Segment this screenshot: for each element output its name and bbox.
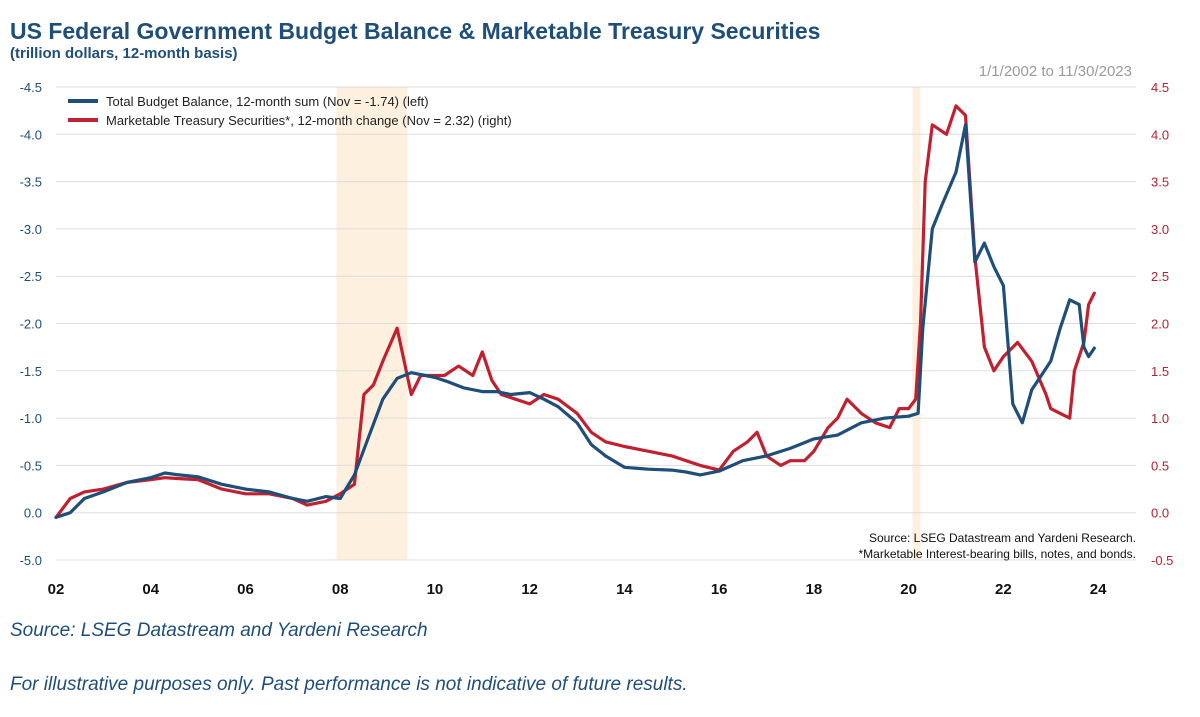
chart-note-marketable: *Marketable Interest-bearing bills, note… xyxy=(859,547,1137,561)
x-tick-label: 22 xyxy=(995,581,1012,598)
chart: -4.5 -4.0 -3.5 -3.0 -2.5 -2.0 -1.5 -1.0 -0.5 0.0 -… xyxy=(20,80,1174,598)
x-tick-label: 02 xyxy=(48,581,65,598)
series-line-treasury-securities xyxy=(54,104,1096,520)
left-tick-label: -5.0 xyxy=(20,553,42,568)
left-tick-label: -0.5 xyxy=(20,458,42,473)
left-tick-label: -2.5 xyxy=(20,269,42,284)
right-tick-label: 2.0 xyxy=(1151,317,1169,332)
right-tick-label: 1.5 xyxy=(1151,364,1169,379)
left-tick-label: -3.5 xyxy=(20,175,42,190)
date-range: 1/1/2002 to 11/30/2023 xyxy=(978,63,1132,80)
series-line-budget-balance xyxy=(54,123,1096,520)
x-tick-label: 18 xyxy=(806,581,823,598)
left-tick-label: -4.0 xyxy=(20,127,42,142)
chart-title: US Federal Government Budget Balance & M… xyxy=(10,18,821,44)
right-tick-label: 0.5 xyxy=(1151,458,1169,473)
left-tick-label: -4.5 xyxy=(20,80,42,95)
right-tick-label: 2.5 xyxy=(1151,269,1169,284)
chart-subtitle: (trillion dollars, 12-month basis) xyxy=(10,45,238,62)
footer-source: Source: LSEG Datastream and Yardeni Rese… xyxy=(10,620,428,641)
x-axis: 02 04 06 08 10 12 14 16 18 20 22 24 xyxy=(48,581,1107,598)
x-tick-label: 04 xyxy=(142,581,159,598)
right-tick-label: 1.0 xyxy=(1151,411,1169,426)
left-tick-label: -3.0 xyxy=(20,222,42,237)
left-tick-label: 0.0 xyxy=(24,506,42,521)
right-tick-label: 3.0 xyxy=(1151,222,1169,237)
x-tick-label: 08 xyxy=(332,581,349,598)
x-tick-label: 10 xyxy=(427,581,444,598)
right-tick-label: 4.0 xyxy=(1151,127,1169,142)
legend-label-budget: Total Budget Balance, 12-month sum (Nov … xyxy=(106,94,429,109)
legend: Total Budget Balance, 12-month sum (Nov … xyxy=(68,94,512,128)
right-tick-label: -0.5 xyxy=(1151,553,1173,568)
x-tick-label: 20 xyxy=(900,581,917,598)
footer-disclaimer: For illustrative purposes only. Past per… xyxy=(10,674,688,695)
right-tick-label: 4.5 xyxy=(1151,80,1169,95)
right-axis: 4.5 4.0 3.5 3.0 2.5 2.0 1.5 1.0 0.5 0.0 -0.5 xyxy=(1151,80,1173,568)
legend-label-treasury: Marketable Treasury Securities*, 12-mont… xyxy=(106,113,512,128)
left-axis: -4.5 -4.0 -3.5 -3.0 -2.5 -2.0 -1.5 -1.0 -0.5 0.0 -… xyxy=(20,80,42,568)
chart-note-source: Source: LSEG Datastream and Yardeni Rese… xyxy=(869,531,1136,545)
right-tick-label: 0.0 xyxy=(1151,506,1169,521)
left-tick-label: -1.0 xyxy=(20,411,42,426)
x-tick-label: 12 xyxy=(521,581,538,598)
x-tick-label: 06 xyxy=(237,581,254,598)
x-tick-label: 14 xyxy=(616,581,633,598)
series xyxy=(54,104,1096,520)
chart-notes: Source: LSEG Datastream and Yardeni Rese… xyxy=(859,531,1137,561)
left-tick-label: -2.0 xyxy=(20,317,42,332)
grid-lines xyxy=(56,86,1136,561)
right-tick-label: 3.5 xyxy=(1151,175,1169,190)
x-tick-label: 24 xyxy=(1090,581,1107,598)
left-tick-label: -1.5 xyxy=(20,364,42,379)
x-tick-label: 16 xyxy=(711,581,728,598)
